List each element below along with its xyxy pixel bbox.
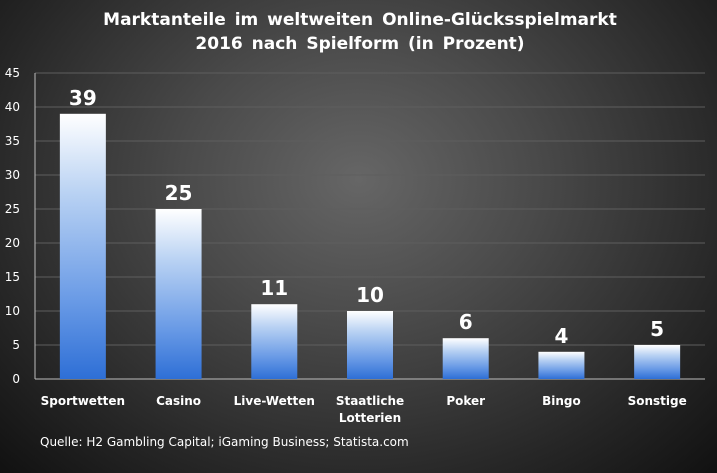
data-label: 4 xyxy=(554,324,568,348)
data-label: 11 xyxy=(260,276,288,300)
bar xyxy=(155,209,202,379)
chart-title: Marktanteile im weltweiten Online-Glücks… xyxy=(60,8,660,56)
category-label: Sportwetten xyxy=(41,394,126,408)
chart-title-line-2: 2016 nach Spielform (in Prozent) xyxy=(195,34,525,54)
bar xyxy=(251,304,298,379)
bar xyxy=(442,338,489,379)
category-label: Lotterien xyxy=(339,411,401,425)
chart-title-line-1: Marktanteile im weltweiten Online-Glücks… xyxy=(103,10,617,30)
y-tick-label: 10 xyxy=(5,304,20,318)
y-tick-label: 20 xyxy=(5,236,20,250)
category-label: Poker xyxy=(446,394,485,408)
labels: 39 Sportwetten 25 Casino 11 Live-Wetten 10 Staa… xyxy=(41,86,687,425)
category-label: Bingo xyxy=(542,394,581,408)
category-label: Live-Wetten xyxy=(234,394,315,408)
data-label: 10 xyxy=(356,283,384,307)
data-label: 39 xyxy=(69,86,97,110)
data-label: 6 xyxy=(459,310,473,334)
gridlines xyxy=(35,72,705,346)
y-tick-label: 40 xyxy=(5,100,20,114)
category-label: Sonstige xyxy=(628,394,687,408)
y-tick-label: 30 xyxy=(5,168,20,182)
category-label: Casino xyxy=(156,394,201,408)
bars xyxy=(59,113,681,380)
chart-source: Quelle: H2 Gambling Capital; iGaming Bus… xyxy=(40,435,409,449)
y-tick-label: 25 xyxy=(5,202,20,216)
data-label: 5 xyxy=(650,317,664,341)
bar xyxy=(538,351,585,379)
y-tick-label: 15 xyxy=(5,270,20,284)
data-label: 25 xyxy=(165,181,193,205)
y-tick-label: 5 xyxy=(12,338,20,352)
bar xyxy=(59,113,106,380)
category-label: Staatliche xyxy=(336,394,404,408)
y-tick-label: 35 xyxy=(5,134,20,148)
bar xyxy=(634,345,681,379)
y-tick-label: 0 xyxy=(12,372,20,386)
y-tick-label: 45 xyxy=(5,66,20,80)
bar xyxy=(347,311,393,379)
